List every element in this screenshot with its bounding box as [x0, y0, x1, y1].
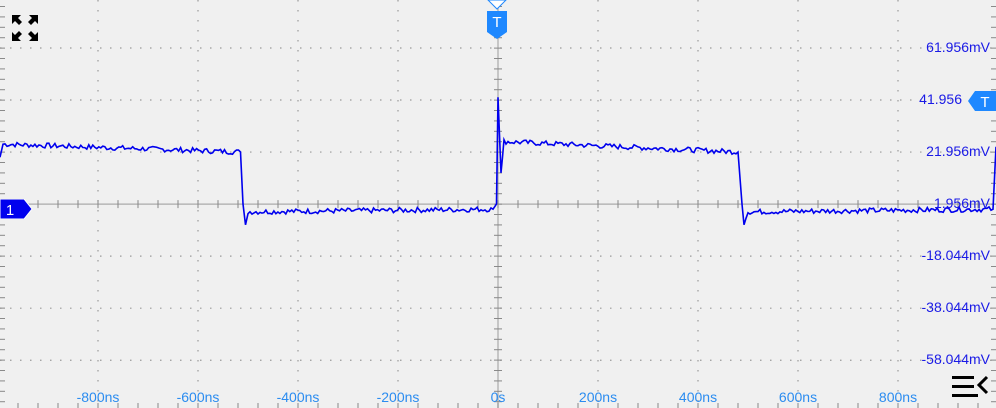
y-tick-label: -38.044mV	[921, 299, 990, 316]
waveform-trace	[0, 97, 996, 226]
x-tick-label: 200ns	[578, 389, 618, 405]
y-tick-label: 1.956mV	[933, 195, 990, 212]
trigger-level-label: T	[980, 94, 989, 111]
y-tick-label: -58.044mV	[921, 351, 990, 368]
x-tick-label: -200ns	[376, 389, 420, 405]
x-tick-label: -600ns	[176, 389, 220, 405]
y-tick-label: 21.956mV	[926, 143, 990, 160]
waveform-channel-1	[0, 97, 996, 226]
trigger-label: T	[492, 14, 501, 31]
y-tick-label: 41.956	[919, 91, 962, 108]
y-tick-label: -18.044mV	[921, 247, 990, 264]
fullscreen-expand-icon[interactable]	[11, 14, 39, 42]
channel-label: 1	[6, 202, 14, 219]
channel-1-marker[interactable]: 1	[0, 199, 34, 219]
x-tick-label: -400ns	[276, 389, 320, 405]
trigger-level-marker[interactable]: T	[968, 91, 996, 111]
x-tick-label: 600ns	[778, 389, 818, 405]
trigger-position-marker[interactable]: T	[485, 0, 509, 40]
x-tick-label: 400ns	[678, 389, 718, 405]
menu-collapse-icon[interactable]	[950, 373, 990, 401]
x-tick-label: 0s	[490, 389, 506, 405]
y-tick-label: 61.956mV	[926, 38, 990, 55]
x-tick-label: -800ns	[76, 389, 120, 405]
x-tick-label: 800ns	[878, 389, 918, 405]
